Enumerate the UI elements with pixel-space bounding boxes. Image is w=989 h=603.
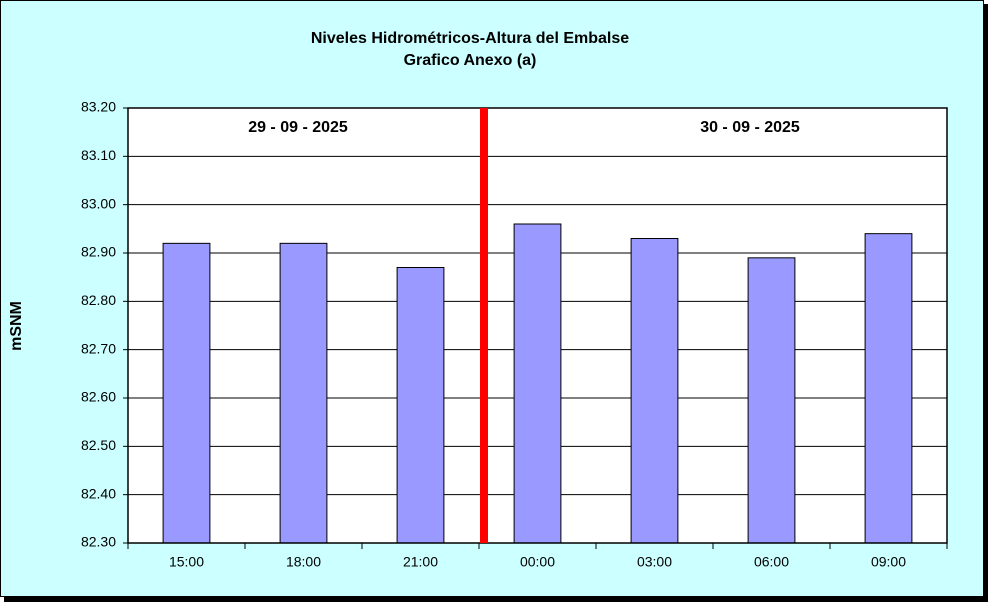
chart-title: Niveles Hidrométricos-Altura del Embalse xyxy=(311,30,629,47)
x-tick-label: 09:00 xyxy=(871,554,906,570)
bar xyxy=(747,257,796,544)
y-tick-label: 82.90 xyxy=(81,244,116,260)
bar xyxy=(864,233,913,544)
chart-subtitle: Grafico Anexo (a) xyxy=(404,52,537,69)
y-tick-label: 82.70 xyxy=(81,340,116,356)
y-tick-label: 83.00 xyxy=(81,195,116,211)
x-tick-label: 00:00 xyxy=(520,554,555,570)
bar xyxy=(396,267,445,544)
x-tick-label: 06:00 xyxy=(754,554,789,570)
y-tick-label: 82.60 xyxy=(81,389,116,405)
x-tick-label: 03:00 xyxy=(637,554,672,570)
x-tick-label: 18:00 xyxy=(286,554,321,570)
bar xyxy=(513,223,562,544)
y-tick-label: 82.50 xyxy=(81,437,116,453)
date-annotation: 29 - 09 - 2025 xyxy=(248,119,348,136)
bar xyxy=(630,238,679,544)
x-tick-label: 21:00 xyxy=(403,554,438,570)
y-tick-label: 82.80 xyxy=(81,292,116,308)
x-tick-label: 15:00 xyxy=(169,554,204,570)
bar xyxy=(162,242,211,544)
y-tick-label: 83.10 xyxy=(81,147,116,163)
plot-border xyxy=(127,107,948,544)
y-tick-label: 82.40 xyxy=(81,485,116,501)
date-annotation: 30 - 09 - 2025 xyxy=(700,119,800,136)
y-tick-label: 83.20 xyxy=(81,99,116,115)
y-axis-label: mSNM xyxy=(8,301,25,351)
bar xyxy=(279,242,328,544)
y-tick-label: 82.30 xyxy=(81,534,116,550)
